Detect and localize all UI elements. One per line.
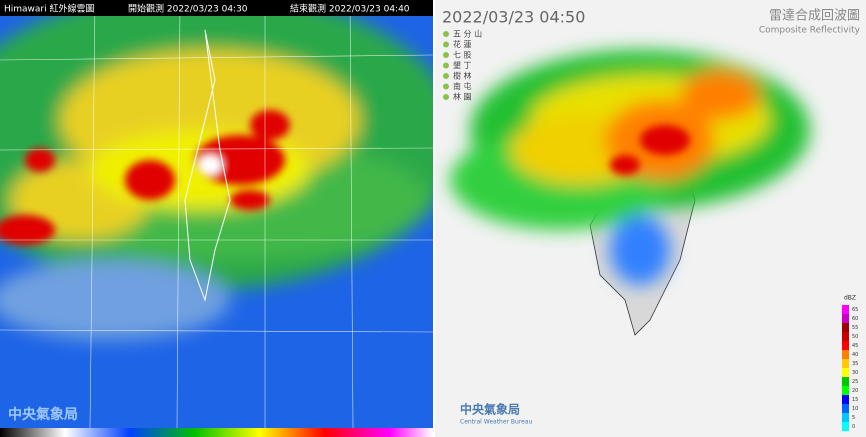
radar-panel [435, 0, 866, 437]
colorbar-swatch [842, 413, 849, 422]
station-dot [443, 83, 449, 90]
radar-time: 2022/03/23 04:50 [442, 8, 585, 27]
colorbar-swatch [842, 386, 849, 395]
station-name: 南 屯 [453, 81, 472, 91]
colorbar-label: 65 [852, 307, 858, 313]
colorbar-label: 55 [852, 325, 858, 331]
station-list: 五 分 山花 蓮七 股墾 丁樹 林南 屯林 園 [443, 29, 482, 102]
station-name: 樹 林 [453, 71, 472, 81]
station-name: 七 股 [453, 51, 472, 60]
radar-logo: 中央氣象局 [460, 402, 520, 417]
colorbar-swatch [842, 332, 849, 341]
colorbar-label: 60 [852, 316, 858, 322]
colorbar-label: 40 [852, 352, 858, 358]
colorbar-label: 20 [852, 388, 858, 394]
station-dot [443, 73, 449, 79]
colorbar-swatch [842, 305, 849, 314]
station-dot [443, 31, 449, 37]
colorbar-swatch [842, 422, 849, 431]
satellite-panel [0, 0, 433, 428]
colorbar-swatch [842, 368, 849, 377]
colorbar-unit: dBZ [844, 295, 856, 302]
station-dot [443, 94, 449, 100]
colorbar-label: 50 [852, 334, 858, 340]
satellite-start: 開始觀測 2022/03/23 04:30 [128, 3, 248, 15]
colorbar-label: 0 [852, 424, 855, 430]
radar-subtitle: Composite Reflectivity [759, 26, 861, 36]
colorbar-label: 10 [852, 406, 858, 412]
colorbar-label: 30 [852, 370, 858, 376]
colorbar-swatch [842, 314, 849, 323]
satellite-logo: 中央氣象局 [8, 406, 78, 423]
colorbar-label: 45 [852, 343, 858, 349]
colorbar-label: 25 [852, 379, 858, 385]
station-name: 五 分 山 [453, 29, 482, 39]
satellite-colorbar [0, 428, 433, 437]
colorbar-swatch [842, 404, 849, 413]
colorbar-swatch [842, 377, 849, 386]
station-name: 花 蓮 [453, 39, 472, 49]
colorbar-swatch [842, 359, 849, 368]
station-dot [443, 41, 449, 48]
station-dot [443, 52, 449, 58]
satellite-title: Himawari 紅外線雲圖 [4, 3, 95, 15]
station-name: 林 園 [453, 92, 472, 102]
station-dot [443, 62, 449, 69]
station-name: 墾 丁 [453, 60, 472, 70]
colorbar-label: 35 [852, 361, 858, 367]
radar-logo-en: Central Weather Bureau [460, 419, 533, 426]
satellite-end: 結束觀測 2022/03/23 04:40 [290, 3, 410, 15]
colorbar-swatch [842, 341, 849, 350]
radar-title: 雷達合成回波圖 [769, 9, 860, 24]
colorbar-swatch [842, 350, 849, 359]
colorbar-label: 15 [852, 397, 858, 403]
colorbar-label: 5 [852, 415, 855, 421]
colorbar-swatch [842, 323, 849, 332]
colorbar-swatch [842, 395, 849, 404]
